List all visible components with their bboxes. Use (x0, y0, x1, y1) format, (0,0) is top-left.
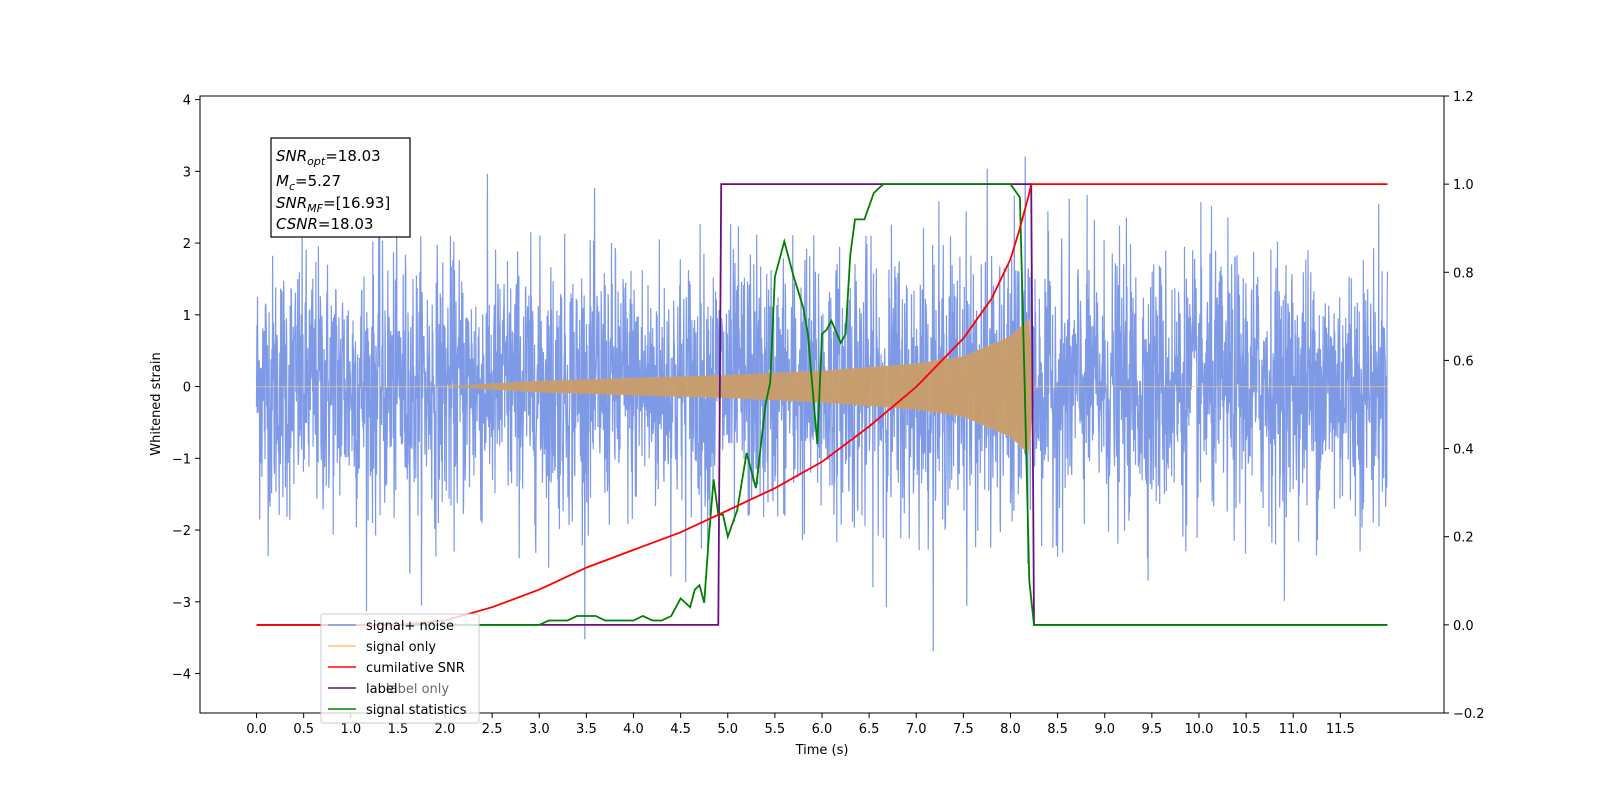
x-tick-label: 5.0 (717, 722, 738, 737)
annotation-snr-mf: SNRMF=[16.93] (276, 194, 390, 215)
x-tick-label: 6.5 (859, 722, 880, 737)
plot-area (255, 156, 1389, 652)
y-left-tick-label: 1 (183, 309, 191, 324)
y-left-tick-label: −4 (172, 668, 191, 683)
y-left-tick-label: 3 (183, 165, 191, 180)
y-left-tick-label: −3 (172, 596, 191, 611)
legend-label: signal statistics (366, 703, 467, 718)
x-tick-label: 6.0 (812, 722, 833, 737)
series-cumulative-snr (256, 183, 1388, 626)
legend-entry-signal-noise: signal+ noise (328, 619, 454, 634)
x-tick-label: 9.5 (1142, 722, 1163, 737)
x-tick-label: 7.5 (953, 722, 974, 737)
y-right-tick-label: 0.2 (1453, 531, 1474, 546)
x-tick-label: 4.5 (670, 722, 691, 737)
x-tick-label: 8.5 (1047, 722, 1068, 737)
x-tick-label: 8.0 (1000, 722, 1021, 737)
legend: signal+ noise signal only cumilative SNR… (320, 613, 480, 724)
y-right-tick-label: 0.8 (1453, 266, 1474, 281)
x-tick-label: 10.0 (1184, 722, 1213, 737)
x-tick-label: 1.5 (388, 722, 409, 737)
x-tick-label: 3.0 (529, 722, 550, 737)
series-signal-statistics (256, 183, 1388, 626)
signal-envelope (256, 319, 1388, 454)
x-tick-label: 0.5 (293, 722, 314, 737)
legend-frame (320, 613, 480, 724)
y-right-tick-label: 1.0 (1453, 178, 1474, 193)
x-tick-label: 2.5 (482, 722, 503, 737)
y-axis-label: Whitened strain (149, 352, 164, 455)
y-right-tick-label: 0.6 (1453, 354, 1474, 369)
y-left-tick-label: −2 (172, 524, 191, 539)
legend-entry-signal-statistics: signal statistics (328, 703, 467, 718)
x-tick-label: 0.0 (246, 722, 267, 737)
y-right-tick-label: 1.2 (1453, 90, 1474, 105)
x-tick-label: 10.5 (1232, 722, 1261, 737)
legend-label: cumilative SNR (366, 661, 465, 676)
legend-label: label (366, 682, 397, 697)
annotation-csnr: CSNR=18.03 (276, 215, 373, 233)
annotation-snr-opt: SNRopt=18.03 (276, 147, 381, 168)
x-tick-label: 4.0 (623, 722, 644, 737)
x-tick-label: 2.0 (435, 722, 456, 737)
y-left-tick-label: 2 (183, 237, 191, 252)
y-left-tick-label: 0 (183, 381, 191, 396)
y-right-tick-label: 0.0 (1453, 619, 1474, 634)
legend-entry-signal-only: signal only (328, 640, 436, 655)
x-tick-label: 3.5 (576, 722, 597, 737)
y-left-tick-label: −1 (172, 452, 191, 467)
x-tick-label: 11.5 (1326, 722, 1355, 737)
legend-entry-cumulative-snr: cumilative SNR (328, 661, 465, 676)
annotation-box: SNRopt=18.03 Mc=5.27 SNRMF=[16.93] CSNR=… (270, 137, 411, 238)
y-right-tick-label: 0.4 (1453, 443, 1474, 458)
x-tick-label: 9.0 (1094, 722, 1115, 737)
x-tick-label: 5.5 (765, 722, 786, 737)
series-signal-noise (255, 156, 1389, 652)
annotation-frame (270, 137, 411, 238)
x-axis-label: Time (s) (795, 743, 849, 758)
x-tick-label: 1.0 (340, 722, 361, 737)
legend-entry-label: label (328, 682, 397, 697)
y-left-tick-label: 4 (183, 94, 191, 109)
annotation-mc: Mc=5.27 (276, 172, 341, 193)
x-tick-label: 7.0 (906, 722, 927, 737)
legend-label: signal only (366, 640, 436, 655)
legend-label: signal+ noise (366, 619, 454, 634)
x-tick-label: 11.0 (1279, 722, 1308, 737)
y-right-tick-label: −0.2 (1453, 707, 1485, 722)
legend-label-hidden: label only (386, 682, 449, 697)
axes: 0.0 0.5 1.0 1.5 2.0 2.5 3.0 3.5 4.0 4.5 5.0 5.5 6.0 6… (172, 90, 1485, 737)
